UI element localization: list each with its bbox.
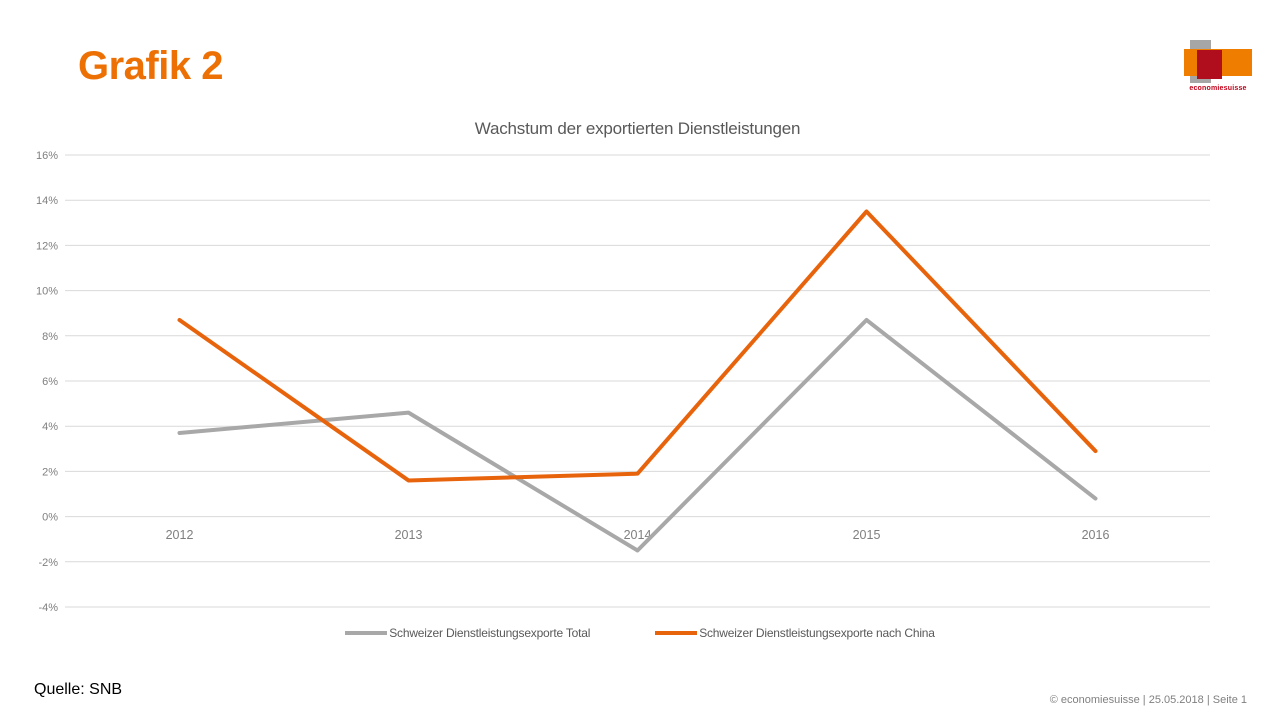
legend-swatch	[655, 631, 698, 635]
legend-label: Schweizer Dienstleistungsexporte nach Ch…	[699, 626, 935, 640]
y-tick-label: -2%	[38, 557, 58, 569]
chart-legend: Schweizer Dienstleistungsexporte Total Sc…	[0, 626, 1280, 640]
series-line-0	[177, 317, 1098, 553]
legend-label: Schweizer Dienstleistungsexporte Total	[389, 626, 591, 640]
y-tick-label: 8%	[42, 331, 58, 343]
legend-swatch	[345, 631, 388, 635]
x-tick-label: 2012	[166, 528, 194, 542]
x-tick-label: 2016	[1082, 528, 1110, 542]
y-tick-label: 16%	[36, 150, 58, 162]
source-label: Quelle: SNB	[34, 681, 123, 698]
legend-item-1: Schweizer Dienstleistungsexporte nach Ch…	[655, 626, 935, 640]
y-tick-label: 6%	[42, 376, 58, 388]
series-line-1	[177, 209, 1098, 483]
logo-wordmark: economiesuisse	[1189, 85, 1247, 92]
y-tick-label: 10%	[36, 286, 58, 298]
x-tick-label: 2014	[624, 528, 652, 542]
page-footer: © economiesuisse | 25.05.2018 | Seite 1	[1049, 694, 1247, 706]
y-tick-label: 14%	[36, 195, 58, 207]
x-tick-label: 2015	[853, 528, 881, 542]
legend-item-0: Schweizer Dienstleistungsexporte Total	[345, 626, 590, 640]
economiesuisse-logo: economiesuisse	[1184, 38, 1254, 96]
x-tick-label: 2013	[395, 528, 423, 542]
y-tick-label: 2%	[42, 466, 58, 478]
logo-red-square	[1197, 50, 1222, 79]
chart-title: Wachstum der exportierten Dienstleistung…	[474, 119, 801, 138]
y-tick-label: 4%	[42, 421, 58, 433]
slide-title: Grafik 2	[78, 44, 223, 88]
y-tick-label: -4%	[38, 602, 58, 614]
y-tick-label: 12%	[36, 240, 58, 252]
y-tick-label: 0%	[42, 512, 58, 524]
